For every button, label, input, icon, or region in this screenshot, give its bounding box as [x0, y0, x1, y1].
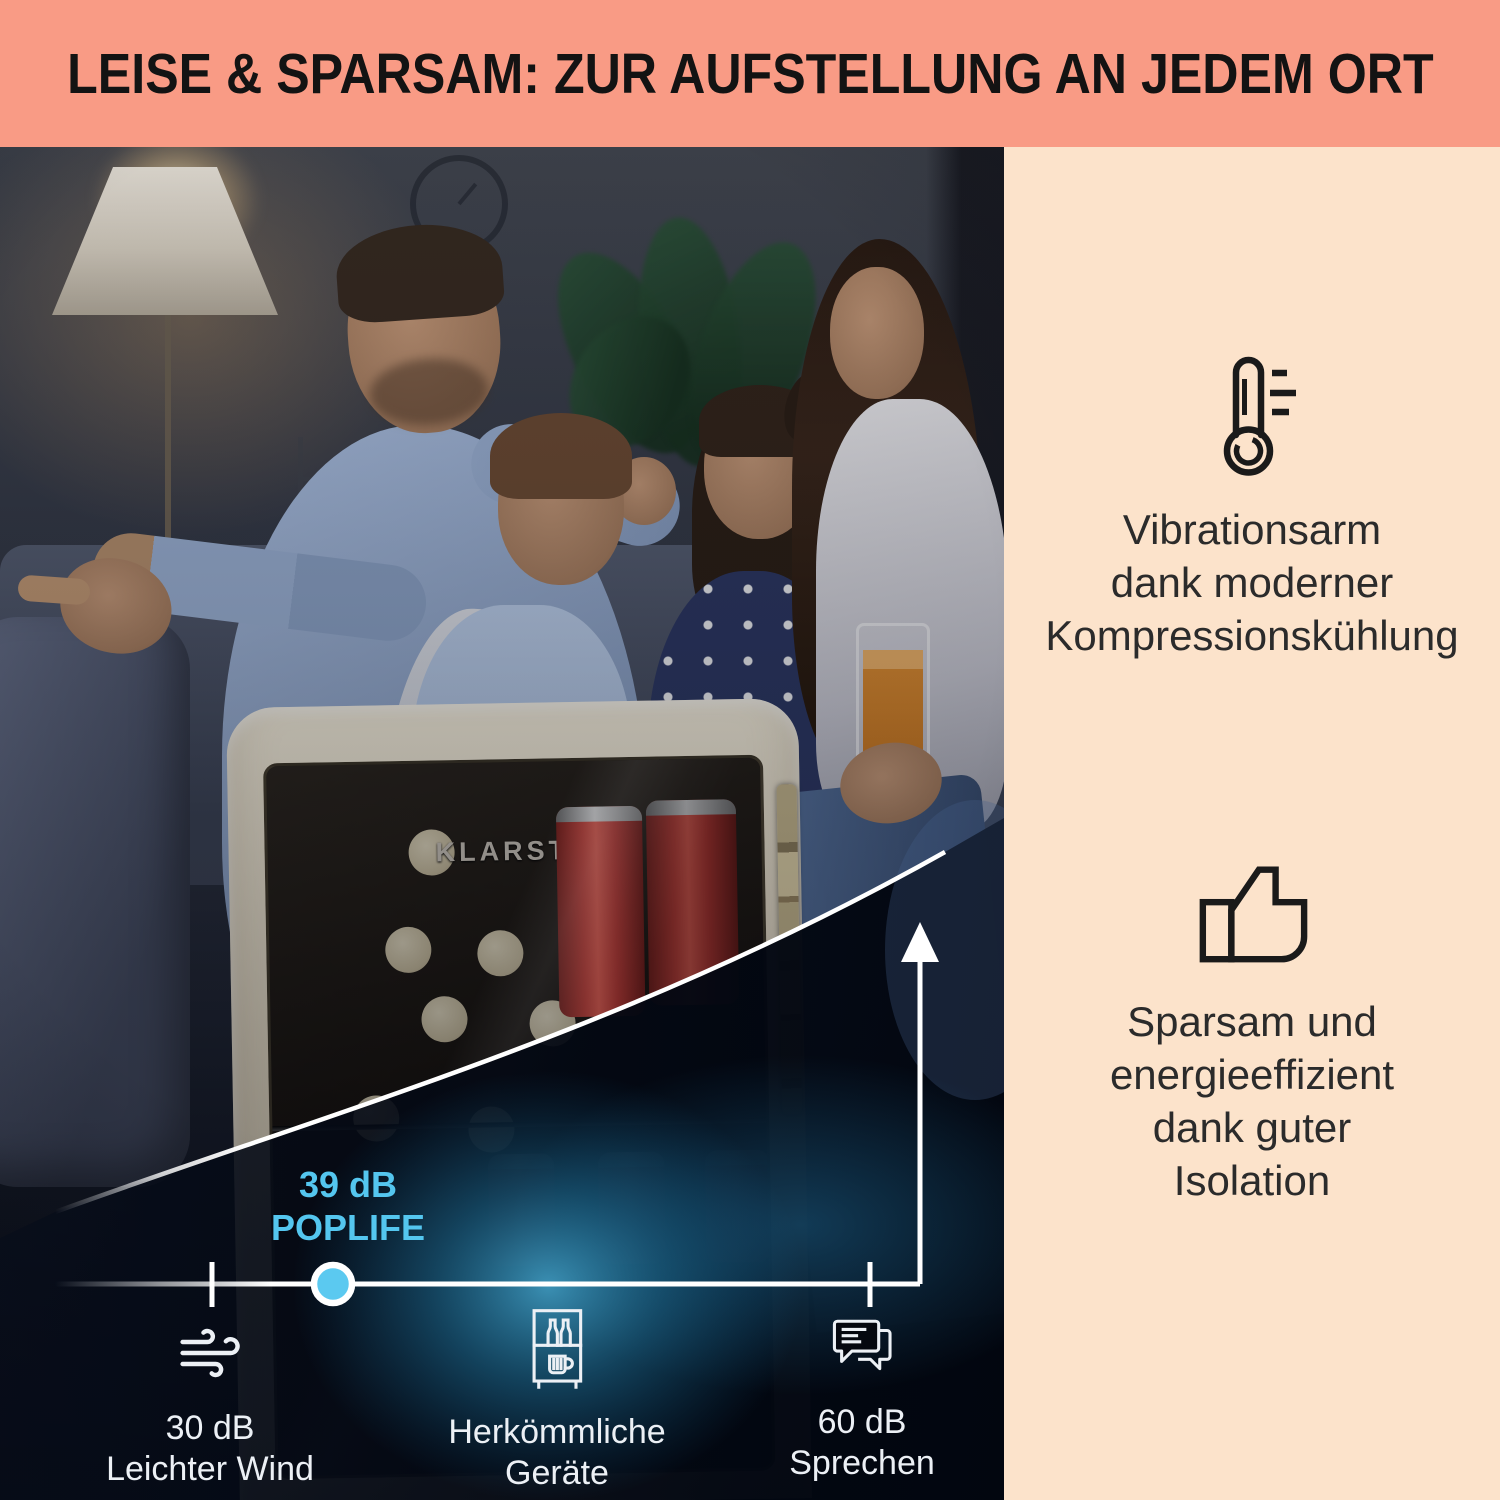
scale-item-conventional: Herkömmliche Geräte: [448, 1306, 666, 1493]
scale-value: 30 dB: [165, 1408, 255, 1447]
feature-text: Vibrationsarm dank moderner Kompressions…: [1045, 506, 1459, 659]
feature-efficiency: Sparsam und energieeffizient dank guter …: [1004, 853, 1500, 1208]
scale-value: 60 dB: [817, 1402, 907, 1441]
highlight-label: 39 dB POPLIFE: [238, 1163, 458, 1249]
top-banner: LEISE & SPARSAM: ZUR AUFSTELLUNG AN JEDE…: [0, 0, 1500, 147]
feature-text: Sparsam und energieeffizient dank guter …: [1109, 998, 1395, 1204]
thermometer-icon: [1223, 356, 1296, 476]
thumbs-up-icon: [1199, 866, 1308, 963]
minibar-icon: [532, 1309, 582, 1389]
scale-caption: Geräte: [505, 1453, 609, 1492]
feature-sidebar: Vibrationsarm dank moderner Kompressions…: [1004, 147, 1500, 1500]
scale-item-speech: 60 dB Sprechen: [789, 1316, 935, 1483]
highlight-db-value: 39 dB: [298, 1164, 398, 1205]
scale-caption: Leichter Wind: [106, 1449, 314, 1488]
banner-title: LEISE & SPARSAM: ZUR AUFSTELLUNG AN JEDE…: [66, 41, 1434, 106]
scale-item-wind: 30 dB Leichter Wind: [106, 1320, 314, 1489]
living-room-photo: KLARSTEIN: [0, 147, 1004, 1500]
highlight-product-name: POPLIFE: [270, 1207, 426, 1249]
feature-vibration: Vibrationsarm dank moderner Kompressions…: [1004, 355, 1500, 663]
scale-value: Herkömmliche: [448, 1412, 666, 1451]
speech-icon: [832, 1319, 892, 1371]
wind-icon: [180, 1328, 240, 1378]
photo-vignette: [0, 147, 1004, 1500]
scale-caption: Sprechen: [789, 1443, 935, 1482]
